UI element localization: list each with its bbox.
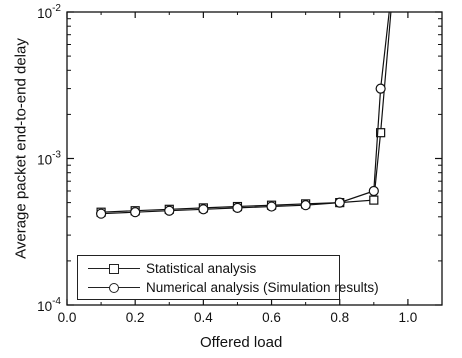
series-group (95, 12, 392, 219)
series-1 (95, 12, 390, 219)
legend: Statistical analysis Numerical analysis … (77, 255, 379, 300)
circle-marker (375, 83, 386, 94)
x-tick-label: 1.0 (399, 310, 418, 325)
square-marker-icon (109, 264, 119, 274)
x-tick-label: 0.4 (194, 310, 213, 325)
series-line (101, 12, 390, 215)
circle-marker (300, 200, 311, 211)
square-marker (369, 195, 379, 205)
circle-marker (198, 204, 209, 215)
legend-label: Numerical analysis (Simulation results) (146, 280, 379, 295)
y-tick-label: 10-4 (37, 296, 61, 314)
y-tick-label: 10-3 (37, 150, 61, 168)
circle-marker (164, 205, 175, 216)
series-0 (96, 12, 392, 217)
legend-item-numerical: Numerical analysis (Simulation results) (78, 279, 379, 297)
series-line (101, 12, 392, 213)
circle-marker (368, 185, 379, 197)
x-tick-label: 0.6 (262, 310, 281, 325)
y-tick-label: 10-2 (37, 3, 61, 21)
circle-marker (334, 197, 345, 208)
circle-marker (266, 201, 277, 212)
legend-label: Statistical analysis (146, 261, 257, 276)
x-tick-label: 0.2 (126, 310, 145, 325)
circle-marker (232, 202, 243, 214)
circle-marker-icon (109, 283, 119, 293)
circle-marker (95, 208, 107, 219)
axis-ticks: 0.0 0.2 0.4 0.6 0.8 1.0 10-4 10-3 10-2 (37, 3, 442, 325)
y-axis-title: Average packet end-to-end delay (12, 38, 30, 259)
circle-marker (130, 207, 141, 218)
x-axis-title: Offered load (200, 334, 283, 351)
x-tick-label: 0.8 (330, 310, 349, 325)
legend-item-statistical: Statistical analysis (78, 260, 339, 278)
square-marker (376, 128, 386, 138)
x-tick-label: 0.0 (58, 310, 77, 325)
